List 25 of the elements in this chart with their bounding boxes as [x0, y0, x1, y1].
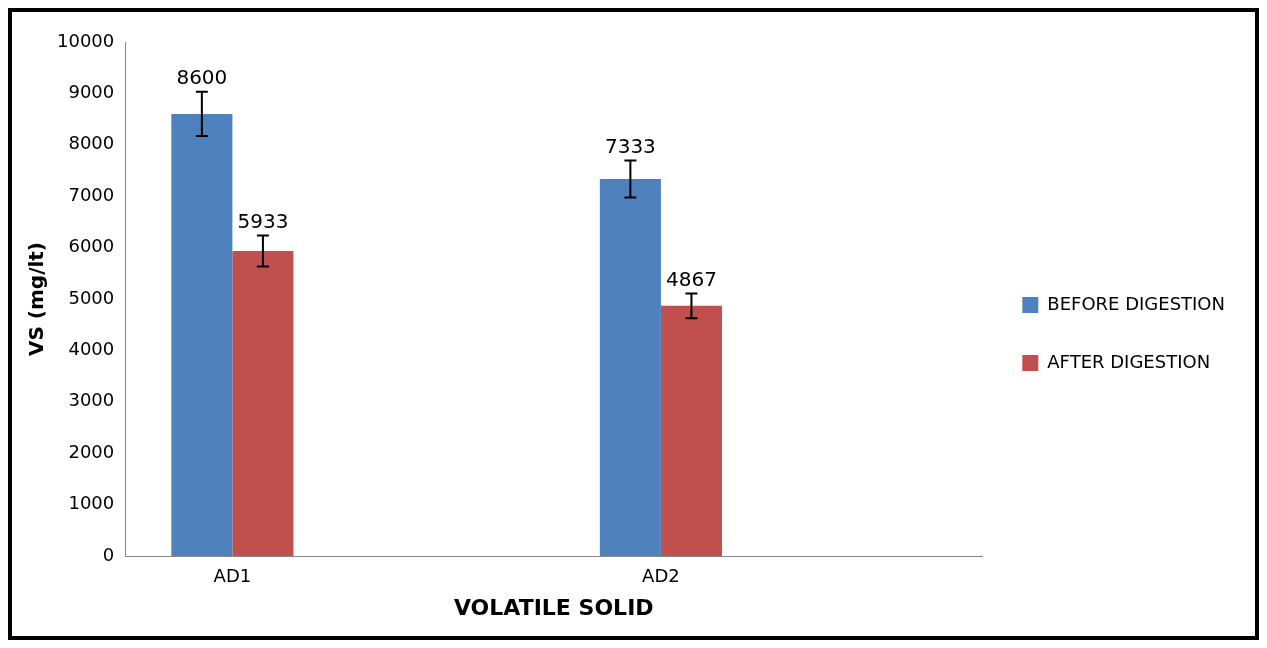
y-axis-title: VS (mg/lt): [24, 241, 49, 357]
y-tick-label: 6000: [68, 235, 115, 257]
legend-label: AFTER DIGESTION: [1047, 350, 1211, 372]
y-tick-label: 7000: [68, 183, 115, 205]
legend-label: BEFORE DIGESTION: [1047, 292, 1226, 314]
y-tick-label: 9000: [68, 81, 115, 103]
bar: [660, 305, 722, 556]
bar: [232, 251, 294, 556]
x-tick-label: AD1: [213, 565, 252, 587]
y-tick-label: 1000: [68, 492, 115, 514]
y-tick-label: 5000: [68, 286, 115, 308]
y-tick-label: 4000: [68, 338, 115, 360]
data-label: 8600: [176, 65, 228, 90]
bar: [599, 179, 661, 556]
y-tick-label: 0: [102, 543, 115, 565]
y-tick-label: 10000: [57, 29, 115, 51]
y-tick-label: 8000: [68, 132, 115, 154]
x-axis-title: VOLATILE SOLID: [453, 594, 654, 620]
data-label: 4867: [665, 266, 717, 291]
y-tick-label: 2000: [68, 440, 115, 462]
data-label: 5933: [237, 208, 289, 233]
x-tick-label: AD2: [642, 565, 680, 587]
data-label: 7333: [604, 133, 656, 158]
bar: [171, 113, 233, 556]
y-tick-label: 3000: [68, 389, 115, 411]
